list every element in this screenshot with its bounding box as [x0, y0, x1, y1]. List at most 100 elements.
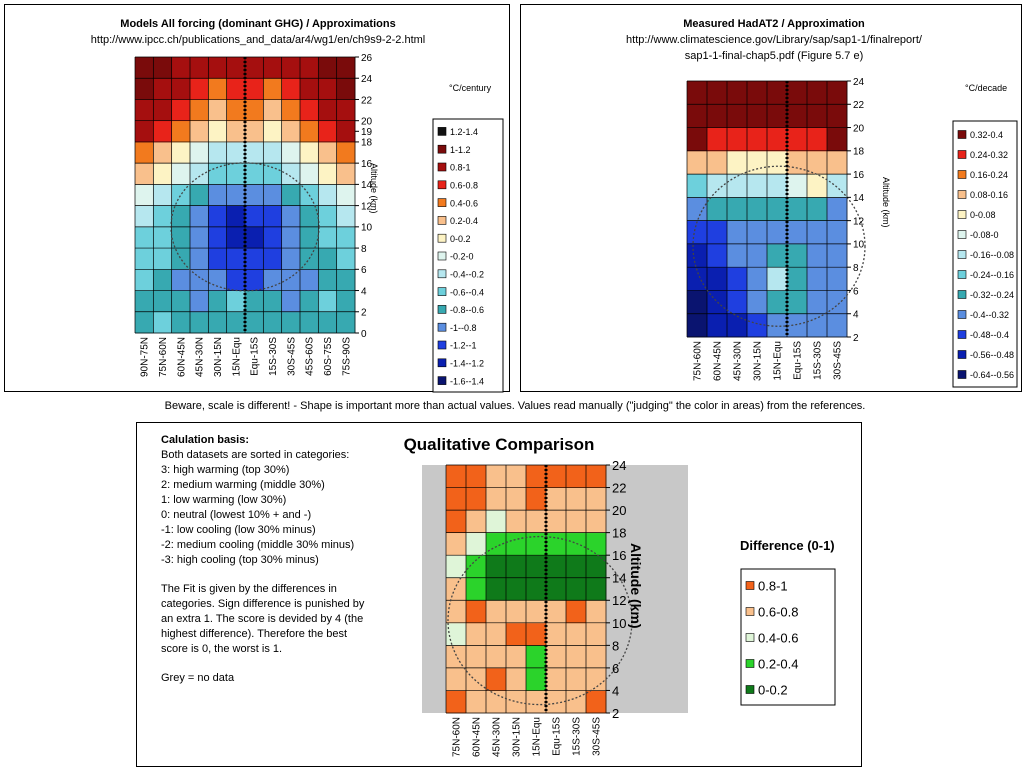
heatmap-cell — [747, 104, 768, 128]
heatmap-cell — [707, 127, 728, 152]
heatmap-cell — [226, 269, 246, 291]
heatmap-cell — [827, 127, 848, 152]
x-tick-label: 60N-45N — [472, 717, 483, 757]
legend-label: 0-0.08 — [970, 210, 996, 220]
heatmap-cell — [827, 104, 848, 128]
x-tick-label: 45S-60S — [305, 337, 316, 376]
heatmap-cell — [546, 510, 567, 534]
heatmap-cell — [281, 78, 301, 100]
heatmap-cell — [566, 690, 587, 714]
heatmap-cell — [263, 269, 283, 291]
x-tick-label: 30N-15N — [753, 341, 764, 381]
heatmap-cell — [135, 163, 154, 185]
heatmap-cell — [546, 532, 567, 556]
heatmap-cell — [153, 205, 173, 228]
calc-heading: Calulation basis: — [161, 434, 250, 446]
heatmap-cell — [336, 248, 356, 270]
heatmap-cell — [566, 555, 587, 579]
heatmap-cell — [208, 269, 228, 291]
heatmap-cell — [506, 600, 527, 624]
y-tick-label: 18 — [361, 138, 373, 149]
heatmap-cell — [336, 226, 356, 249]
heatmap-cell — [135, 205, 154, 228]
legend-label: 0-0.2 — [758, 683, 788, 698]
heatmap-cell — [446, 600, 467, 624]
axis-label: Altitude (km) — [628, 543, 644, 629]
heatmap-cell — [171, 163, 191, 185]
heatmap-cell — [767, 174, 788, 198]
heatmap-cell — [566, 510, 587, 534]
heatmap-cell — [208, 57, 228, 79]
heatmap-cell — [208, 311, 228, 334]
heatmap-cell — [153, 311, 173, 334]
heatmap-cell — [190, 141, 209, 164]
y-tick-label: 2 — [853, 333, 859, 344]
x-tick-label: 75N-60N — [693, 341, 704, 381]
source-url: sap1-1-final-chap5.pdf (Figure 5.7 e) — [685, 50, 864, 62]
heatmap-cell — [747, 81, 768, 105]
legend-label: -1.6--1.4 — [450, 376, 484, 386]
chart-title: Qualitative Comparison — [404, 435, 595, 454]
heatmap-cell — [263, 205, 283, 228]
heatmap-cell — [486, 510, 507, 534]
heatmap-cell — [466, 645, 487, 669]
y-tick-label: 6 — [361, 265, 367, 276]
heatmap-cell — [546, 645, 567, 669]
heatmap-cell — [747, 220, 768, 245]
heatmap-cell — [486, 667, 507, 691]
legend-label: -0.4--0.2 — [450, 270, 484, 280]
x-tick-label: 30N-15N — [512, 717, 523, 757]
calc-line: -3: high cooling (top 30% minus) — [161, 554, 319, 566]
heatmap-cell — [318, 78, 338, 100]
heatmap-cell — [318, 184, 338, 207]
legend-swatch — [437, 376, 447, 385]
heatmap-cell — [506, 487, 527, 511]
heatmap-cell — [263, 226, 283, 249]
heatmap-cell — [586, 555, 607, 579]
heatmap-cell — [171, 311, 191, 334]
heatmap-cell — [263, 248, 283, 270]
heatmap-cell — [506, 532, 527, 556]
heatmap-cell — [827, 197, 848, 222]
heatmap-cell — [687, 313, 708, 338]
x-tick-label: 30S-45S — [833, 341, 844, 380]
heatmap-cell — [526, 645, 547, 669]
heatmap-cell — [807, 197, 828, 222]
heatmap-cell — [153, 163, 173, 185]
heatmap-cell — [486, 577, 507, 601]
y-tick-label: 4 — [853, 310, 859, 321]
x-tick-label: Equ-15S — [552, 717, 563, 756]
heatmap-cell — [747, 290, 768, 315]
heatmap-cell — [171, 248, 191, 270]
heatmap-cell — [336, 57, 356, 79]
heatmap-cell — [486, 465, 507, 488]
heatmap-cell — [546, 577, 567, 601]
calc-line: 3: high warming (top 30%) — [161, 464, 290, 476]
heatmap-cell — [245, 57, 264, 79]
y-tick-label: 24 — [612, 458, 626, 473]
y-tick-label: 12 — [361, 201, 373, 212]
heatmap-cell — [281, 57, 301, 79]
heatmap-cell — [135, 141, 154, 164]
highlight-ellipse — [447, 535, 633, 706]
heatmap-cell — [208, 99, 228, 122]
heatmap-cell — [727, 267, 748, 291]
heatmap-cell — [171, 78, 191, 100]
x-tick-label: 15S-30S — [572, 717, 583, 756]
heatmap-cell — [707, 150, 728, 175]
legend-swatch — [437, 127, 447, 136]
legend-label: 0.2-0.4 — [758, 657, 798, 672]
heatmap-cell — [336, 78, 356, 100]
heatmap-cell — [506, 577, 527, 601]
heatmap-cell — [727, 197, 748, 222]
heatmap-cell — [747, 197, 768, 222]
heatmap-cell — [336, 141, 356, 164]
heatmap-cell — [300, 311, 319, 334]
y-tick-label: 10 — [853, 240, 865, 251]
calculation-basis-text: Calulation basis: Both datasets are sort… — [161, 433, 366, 686]
heatmap-cell — [827, 267, 848, 291]
heatmap-cell — [486, 555, 507, 579]
legend-label: -1--0.8 — [450, 323, 477, 333]
y-tick-label: 8 — [361, 244, 367, 255]
y-tick-label: 2 — [612, 706, 619, 721]
